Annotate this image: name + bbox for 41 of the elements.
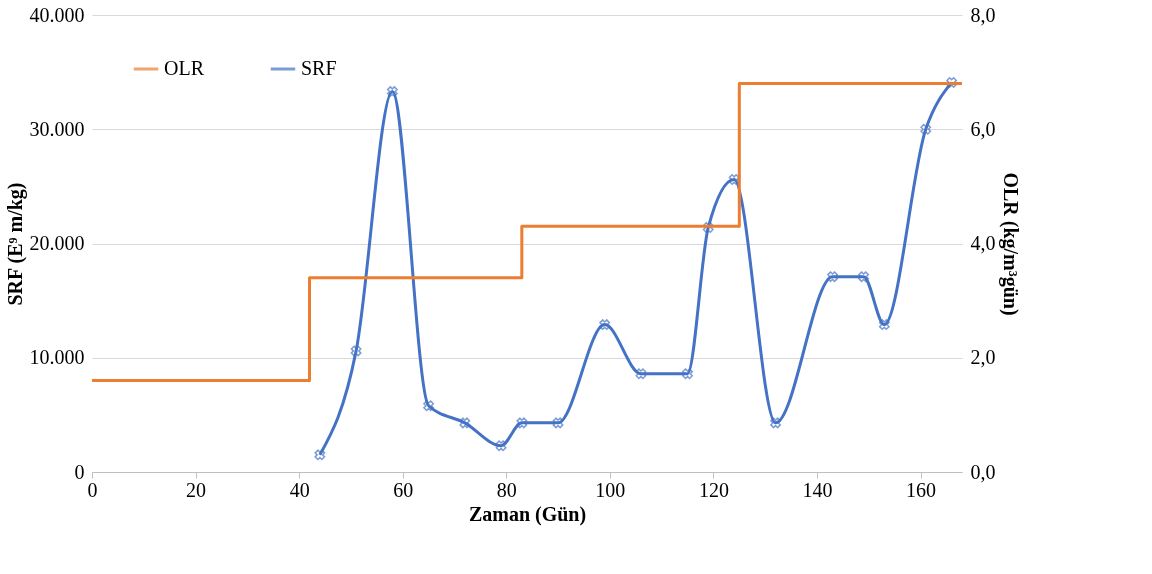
point <box>552 417 564 429</box>
point <box>599 319 611 331</box>
y2-tick-label: 4,0 <box>970 232 996 254</box>
y2-tick-label: 2,0 <box>970 346 996 369</box>
point <box>459 417 471 429</box>
x-tick-label: 20 <box>186 478 207 501</box>
point <box>350 345 362 357</box>
y-axis-title: SRF (E⁹ m/kg) <box>3 182 27 306</box>
point <box>635 368 647 380</box>
y-tick-label: 40.000 <box>29 3 85 26</box>
point <box>386 86 398 97</box>
legend-label: OLR <box>164 57 205 79</box>
y2-tick-label: 8,0 <box>970 3 996 26</box>
y-tick-label: 10.000 <box>29 346 85 369</box>
x-tick-label: 60 <box>393 478 414 501</box>
x-tick-label: 120 <box>698 478 729 501</box>
x-tick-label: 140 <box>802 478 833 501</box>
point <box>827 271 838 283</box>
legend-label: SRF <box>301 57 337 79</box>
point <box>946 76 958 88</box>
y-tick-label: 0 <box>74 460 85 483</box>
x-tick-label: 100 <box>595 478 626 501</box>
point <box>878 319 890 331</box>
point <box>858 271 870 283</box>
x-tick-label: 80 <box>496 478 517 501</box>
y2-tick-label: 6,0 <box>970 117 996 140</box>
point <box>770 417 782 429</box>
point <box>920 123 932 135</box>
point <box>314 449 326 461</box>
y2-axis-title: OLR (kg/m³gün) <box>998 172 1022 316</box>
point <box>516 417 528 429</box>
point <box>682 368 693 380</box>
point <box>423 400 435 412</box>
x-axis-title: Zaman (Gün) <box>468 502 587 526</box>
x-tick-label: 40 <box>289 478 310 501</box>
point <box>495 440 507 452</box>
y-tick-label: 30.000 <box>29 117 85 140</box>
y-tick-label: 20.000 <box>29 232 85 254</box>
x-tick-label: 160 <box>906 478 937 501</box>
point <box>702 222 714 233</box>
y2-tick-label: 0,0 <box>970 460 996 483</box>
